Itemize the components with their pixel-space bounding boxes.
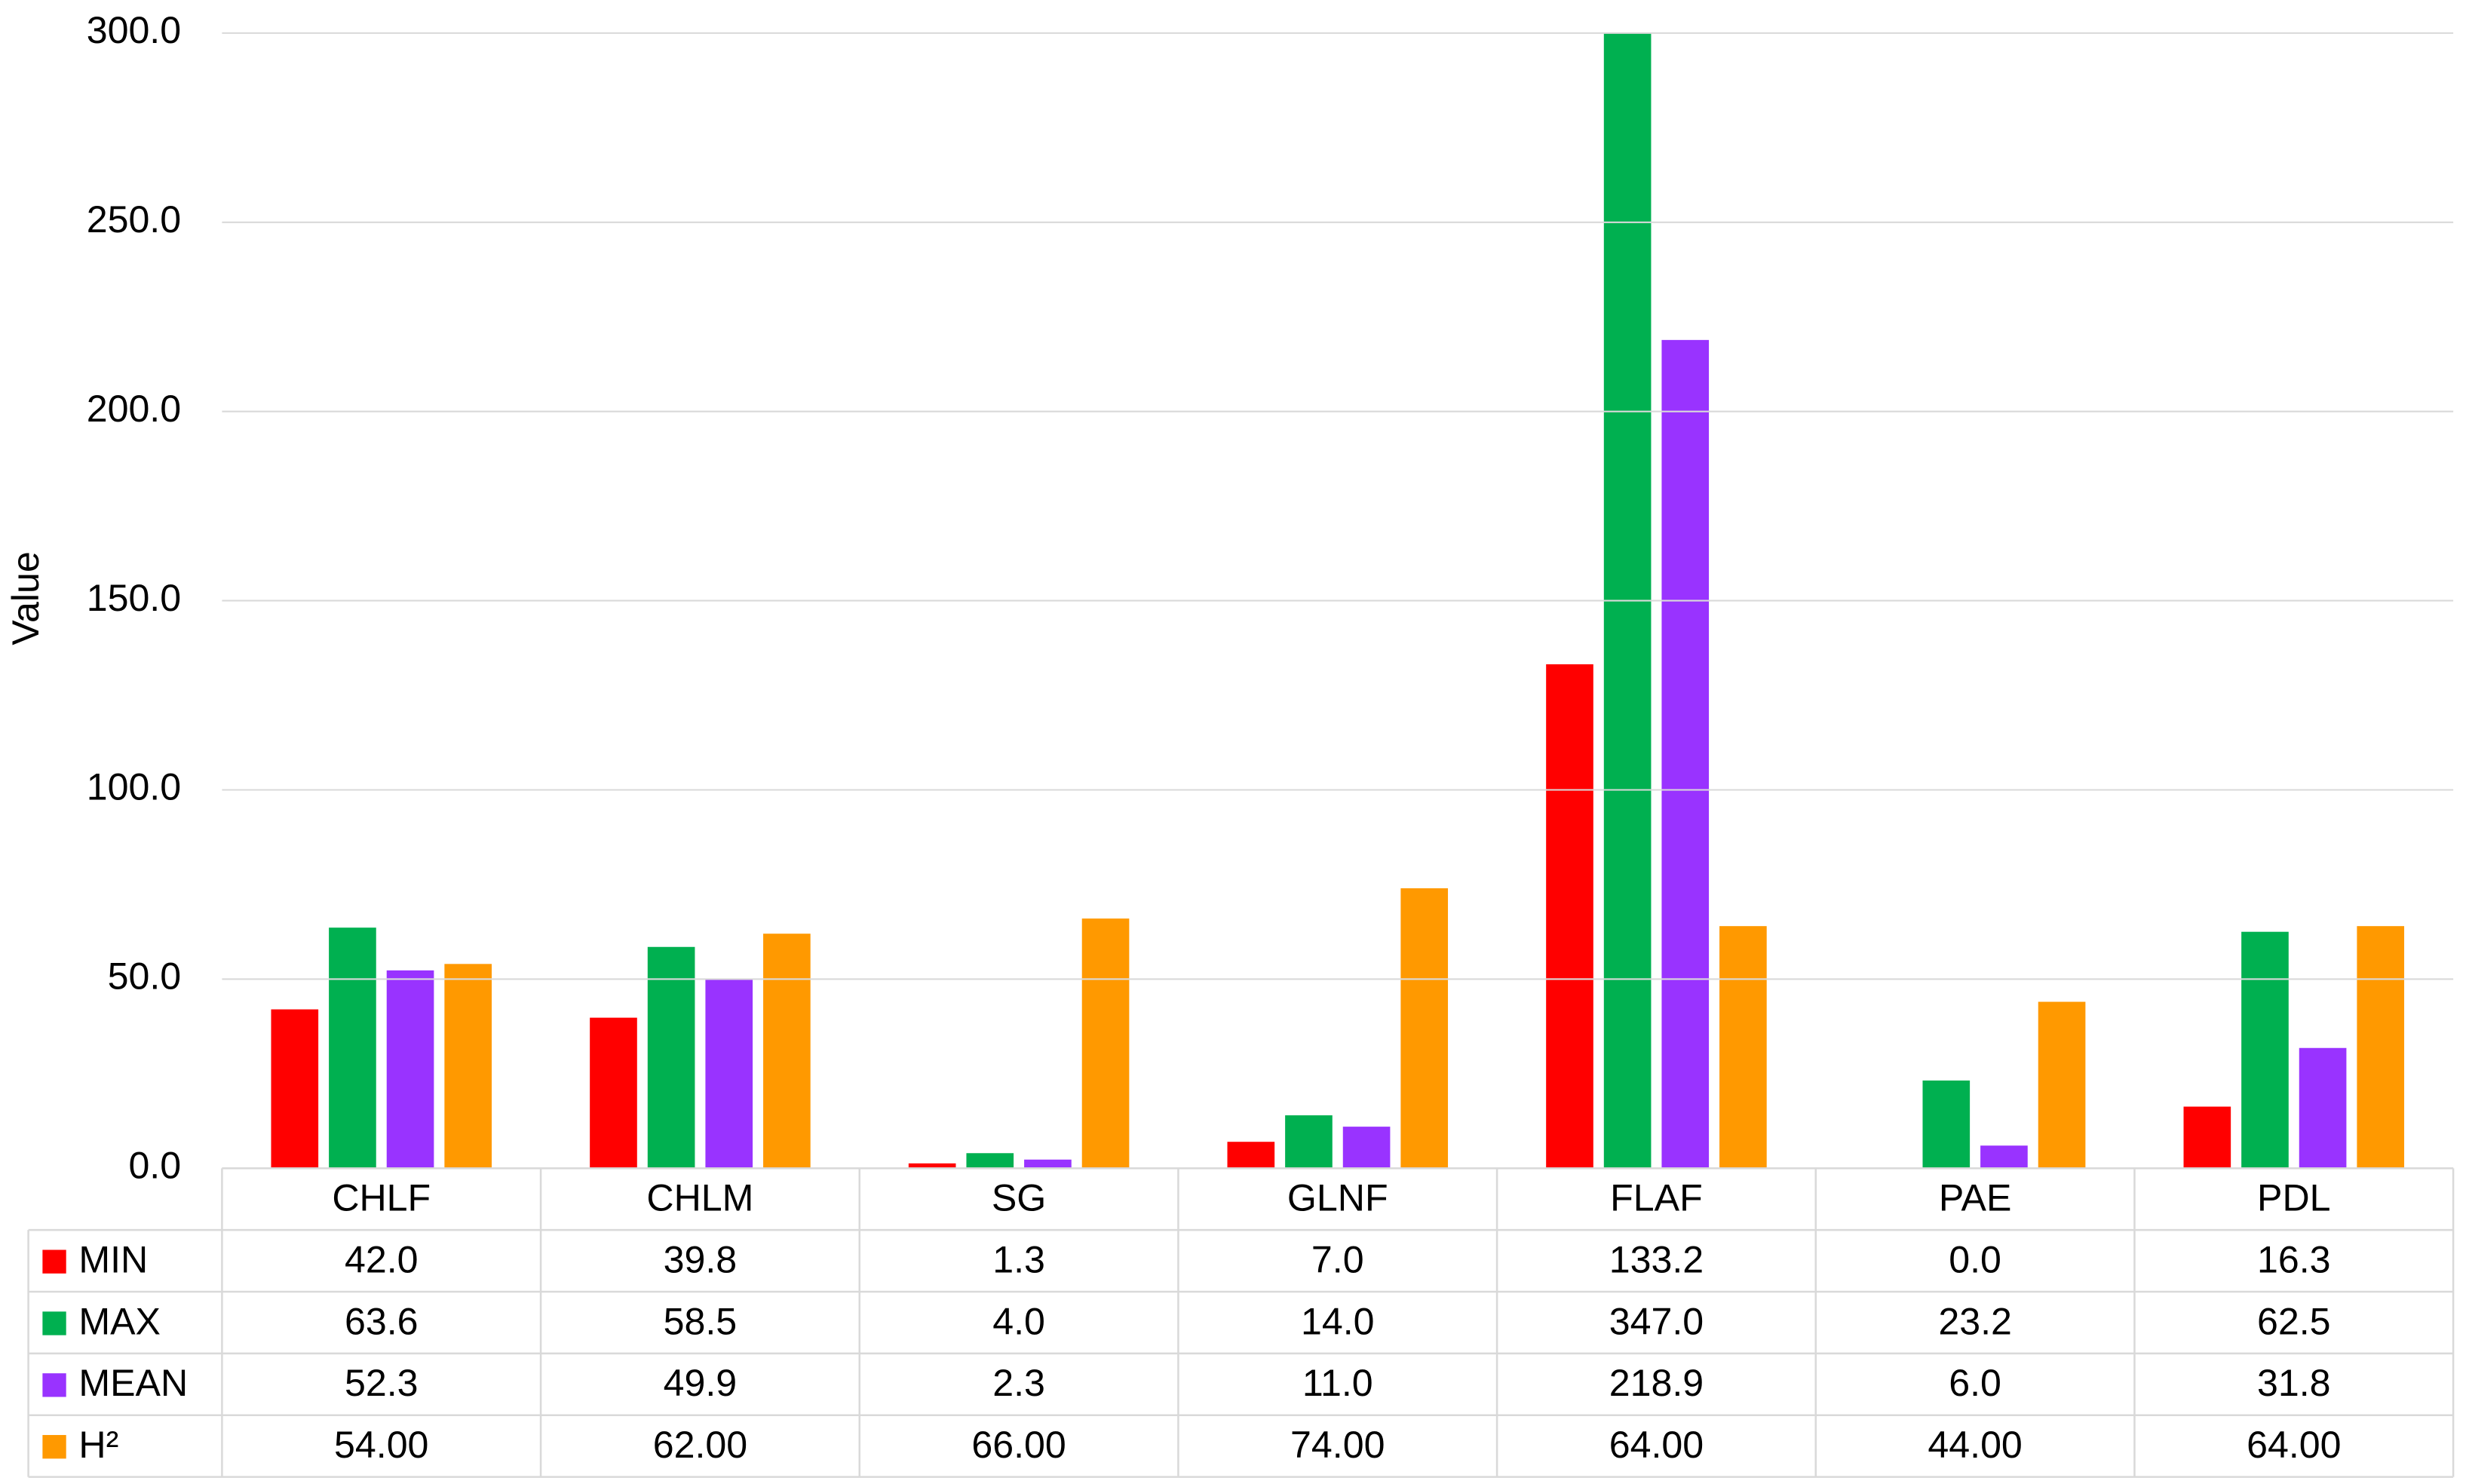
table-value: 62.00 [653,1424,747,1466]
y-tick-label: 0.0 [128,1145,181,1187]
y-tick-label: 50.0 [108,955,182,998]
bar [1400,888,1449,1169]
table-value: 14.0 [1301,1300,1375,1342]
bar [1922,1080,1971,1169]
y-tick-label: 200.0 [87,388,181,430]
bar [2183,1106,2231,1169]
x-tick-label: SG [992,1177,1046,1219]
bar [590,1017,637,1169]
bar [2299,1047,2347,1169]
x-tick-label: GLNF [1287,1177,1388,1219]
bar [1342,1127,1391,1169]
table-value: 62.5 [2257,1300,2331,1342]
table-value: 1.3 [992,1238,1045,1280]
table-value: 58.5 [664,1300,738,1342]
table-value: 63.6 [345,1300,419,1342]
table-value: 42.0 [345,1238,419,1280]
y-tick-label: 300.0 [87,9,181,51]
legend-label: MAX [78,1300,161,1342]
table-value: 218.9 [1609,1362,1704,1404]
table-value: 52.3 [345,1362,419,1404]
legend-swatch [42,1311,66,1335]
x-tick-label: FLAF [1610,1177,1703,1219]
bar [444,964,492,1169]
table-value: 23.2 [1938,1300,2012,1342]
bar [1285,1115,1333,1169]
table-value: 66.00 [971,1424,1066,1466]
y-tick-label: 250.0 [87,198,181,241]
table-value: 347.0 [1609,1300,1704,1342]
y-tick-label: 150.0 [87,577,181,619]
y-tick-label: 100.0 [87,766,181,808]
table-value: 49.9 [664,1362,738,1404]
bar [1227,1142,1275,1169]
table-value: 44.00 [1928,1424,2022,1466]
bar [966,1153,1014,1169]
table-value: 31.8 [2257,1362,2331,1404]
bar [1719,926,1767,1169]
table-value: 0.0 [1949,1238,2001,1280]
table-value: 74.00 [1290,1424,1385,1466]
table-value: 64.00 [1609,1424,1704,1466]
bar [329,928,376,1169]
table-value: 64.00 [2247,1424,2341,1466]
bar [2038,1001,2086,1169]
x-tick-label: CHLM [646,1177,753,1219]
bar [271,1009,319,1169]
plot-area [271,32,2405,1169]
bar [705,979,753,1169]
bar [2357,926,2405,1169]
table-value: 133.2 [1609,1238,1704,1280]
bar [1081,918,1130,1169]
bar [386,970,434,1169]
x-tick-label: PDL [2257,1177,2330,1219]
bar [1546,664,1593,1169]
bar [1024,1159,1072,1169]
legend-label: H² [78,1424,118,1466]
legend-swatch [42,1435,66,1459]
table-value: 4.0 [992,1300,1045,1342]
table-value: 11.0 [1302,1362,1373,1404]
legend-label: MEAN [78,1362,188,1404]
table-value: 39.8 [664,1238,738,1280]
bar [647,946,695,1169]
table-value: 2.3 [992,1362,1045,1404]
x-tick-label: PAE [1939,1177,2012,1219]
bar [763,934,811,1169]
table-value: 54.00 [334,1424,428,1466]
table-value: 16.3 [2257,1238,2331,1280]
legend-swatch [42,1249,66,1274]
bar [1603,32,1652,1169]
y-axis-label: Value [5,551,47,645]
legend-label: MIN [78,1238,148,1280]
bar [908,1163,956,1169]
table-value: 7.0 [1311,1238,1364,1280]
table-value: 6.0 [1949,1362,2001,1404]
bar [1661,339,1710,1169]
bar [1980,1145,2028,1169]
bar [2241,931,2289,1169]
legend-swatch [42,1373,66,1397]
x-tick-label: CHLF [332,1177,431,1219]
